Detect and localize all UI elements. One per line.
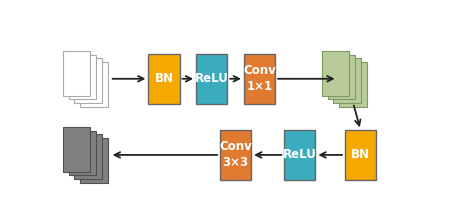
Text: ReLU: ReLU <box>195 72 228 85</box>
Text: Conv
3×3: Conv 3×3 <box>219 140 252 169</box>
Bar <box>69 55 96 99</box>
Bar <box>339 62 367 107</box>
Bar <box>74 58 102 103</box>
Bar <box>322 51 349 96</box>
Bar <box>63 127 90 172</box>
Text: BN: BN <box>155 72 173 85</box>
Bar <box>69 131 96 175</box>
Bar <box>284 130 316 180</box>
Bar <box>334 58 361 103</box>
Bar <box>220 130 251 180</box>
Bar <box>148 54 180 104</box>
Bar <box>81 62 108 107</box>
Bar <box>244 54 275 104</box>
Bar <box>74 134 102 179</box>
Bar <box>196 54 228 104</box>
Bar <box>63 51 90 96</box>
Bar <box>328 55 355 99</box>
Bar <box>345 130 376 180</box>
Text: Conv
1×1: Conv 1×1 <box>243 64 276 93</box>
Text: BN: BN <box>351 148 370 161</box>
Bar <box>81 138 108 183</box>
Text: ReLU: ReLU <box>283 148 317 161</box>
